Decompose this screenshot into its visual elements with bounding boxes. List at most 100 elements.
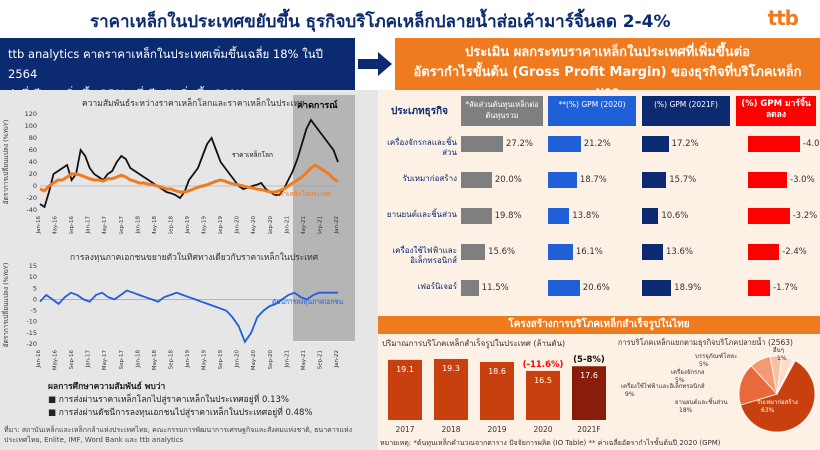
x-tick-label: Jan-17 — [86, 350, 92, 369]
x-tick-label: Sep-21 — [317, 216, 323, 234]
bar-value-label: 16.5 — [534, 376, 552, 385]
margin-drop-bar — [748, 172, 787, 188]
arrow-right-icon — [358, 52, 392, 76]
table-bar — [548, 172, 577, 188]
bar-2017 — [388, 359, 422, 420]
x-tick-label: Jan-16 — [36, 216, 42, 234]
y-tick-label: 100 — [25, 122, 37, 130]
pie-value: 5% — [675, 377, 685, 384]
table-row-label: เครื่องใช้ไฟฟ้าและอิเล็กทรอนิกส์ — [392, 246, 457, 265]
table-row-label: ยานยนต์และชิ้นส่วน — [386, 210, 457, 219]
pie-slice — [738, 365, 778, 406]
table-row-label: เครื่องจักรกลและชิ้นส่วน — [387, 138, 457, 157]
table-header-4: (%) GPM มาร์จิ้นลดลง — [736, 96, 816, 126]
x-tick-label: Jan-21 — [284, 350, 290, 368]
steel-price-chart: อัตราการเปลี่ยนแปลง (%YoY) -40 -20 0 20 40 60 8… — [1, 110, 340, 234]
pie-slice — [776, 359, 796, 395]
pie-value: 18% — [679, 407, 693, 414]
findings: ผลการศึกษาความสัมพันธ์ พบว่า ■ การส่งผ่า… — [48, 381, 313, 420]
table-bar — [548, 208, 570, 224]
x-tick-label: Sep-20 — [268, 350, 274, 370]
table-header-2: **(%) GPM (2020) — [548, 96, 636, 126]
chart2-title: การลงทุนภาคเอกชนขยายตัวในทิศทางเดียวกับร… — [70, 253, 319, 263]
x-tick-label: 2020 — [533, 425, 552, 434]
table-value: 11.5% — [481, 283, 509, 293]
y-tick-label: -15 — [26, 329, 37, 337]
y-axis-label: อัตราการเปลี่ยนแปลง (%YoY) — [1, 263, 10, 348]
bar-2020 — [526, 370, 560, 420]
x-tick-label: May-17 — [102, 216, 108, 234]
pie-value: 9% — [625, 391, 635, 398]
pie-label: เครื่องใช้ไฟฟ้าและอิเล็กทรอนิกส์ — [621, 381, 705, 390]
pie-slice — [740, 360, 816, 433]
series-line-0 — [39, 118, 339, 209]
x-tick-label: May-20 — [251, 350, 257, 371]
margin-drop-value: -2.4% — [782, 247, 807, 257]
x-tick-label: May-16 — [53, 216, 59, 234]
table-value: 13.8% — [572, 211, 600, 221]
x-tick-label: May-20 — [251, 216, 257, 234]
table-row-label: รับเหมาก่อสร้าง — [402, 174, 457, 183]
finding-1: ■ การส่งผ่านราคาเหล็กโลกไปสู่ราคาเหล็กใน… — [48, 395, 290, 405]
y-tick-label: 5 — [33, 284, 37, 292]
x-tick-label: May-17 — [102, 350, 108, 371]
pie-value: 1% — [777, 355, 787, 362]
finding-1-text: การส่งผ่านราคาเหล็กโลกไปสู่ราคาเหล็กในปร… — [58, 395, 290, 405]
x-tick-label: Jan-17 — [86, 216, 92, 234]
chart1-title: ความสัมพันธ์ระหว่างราคาเหล็กโลกและราคาเห… — [82, 99, 305, 109]
ttb-logo: ttb — [767, 6, 799, 30]
y-tick-label: -20 — [26, 340, 37, 348]
pie-label: เครื่องจักรกล — [671, 368, 705, 376]
x-tick-label: May-19 — [202, 350, 208, 371]
bar-value-label: 18.6 — [488, 367, 506, 376]
bar-value-label: 17.6 — [580, 371, 598, 380]
table-bar — [548, 136, 581, 152]
x-tick-label: Sep-19 — [218, 350, 224, 370]
bar-chart-title: ปริมาณการบริโภคเหล็กสำเร็จรูปในประเทศ (ล… — [382, 339, 566, 348]
x-tick-label: Jan-16 — [36, 350, 42, 369]
table-header-3: (%) GPM (2021F) — [642, 96, 730, 126]
table-value: 18.9% — [674, 283, 702, 293]
x-tick-label: Jan-18 — [135, 350, 141, 369]
table-bar — [642, 208, 659, 224]
table-value: 21.2% — [583, 139, 611, 149]
y-tick-label: 80 — [29, 134, 37, 142]
margin-drop-bar — [748, 208, 790, 224]
table-row-label: เฟอร์นิเจอร์ — [417, 282, 458, 291]
x-tick-label: Jan-20 — [235, 216, 241, 234]
findings-title: ผลการศึกษาความสัมพันธ์ พบว่า — [48, 382, 166, 392]
x-tick-label: May-18 — [152, 350, 158, 371]
forecast-label: คาดการณ์ — [297, 101, 338, 111]
table-bar — [461, 172, 492, 188]
x-tick-label: Jan-19 — [185, 350, 191, 369]
margin-drop-value: -4.0% — [803, 139, 820, 149]
table-bar — [642, 136, 669, 152]
y-tick-label: 60 — [29, 146, 37, 154]
table-header-0: ประเภทธุรกิจ — [390, 106, 449, 117]
x-tick-label: Sep-16 — [69, 216, 75, 234]
x-tick-label: Jan-22 — [334, 216, 340, 234]
logo-text: ttb — [767, 6, 799, 30]
margin-drop-value: -3.2% — [792, 211, 818, 221]
x-tick-label: 2018 — [441, 425, 460, 434]
x-tick-label: May-21 — [301, 350, 307, 370]
table-value: 20.0% — [494, 175, 522, 185]
y-tick-label: 10 — [29, 273, 37, 281]
margin-drop-value: -1.7% — [773, 283, 798, 293]
table-bar — [642, 172, 667, 188]
y-axis-label: อัตราการเปลี่ยนแปลง (%YoY) — [1, 120, 10, 205]
bar-2021F — [572, 366, 606, 420]
x-tick-label: Sep-17 — [119, 350, 125, 370]
x-tick-label: 2017 — [395, 425, 414, 434]
bar-annotation: (5-8%) — [573, 355, 605, 365]
x-tick-label: Jan-18 — [135, 216, 141, 234]
bar-2018 — [434, 358, 468, 420]
private-investment-chart: อัตราการเปลี่ยนแปลง (%YoY) -20 -15 -10 -5 0 5 1… — [1, 262, 344, 371]
table-bar — [642, 244, 663, 260]
margin-drop-bar — [748, 280, 771, 296]
x-tick-label: Sep-21 — [317, 350, 323, 369]
table-bar — [461, 136, 503, 152]
x-tick-label: Jan-22 — [334, 350, 340, 368]
pie-value: 63% — [761, 407, 775, 414]
legend-domestic-steel: ราคาเหล็กในประเทศ — [272, 189, 332, 198]
